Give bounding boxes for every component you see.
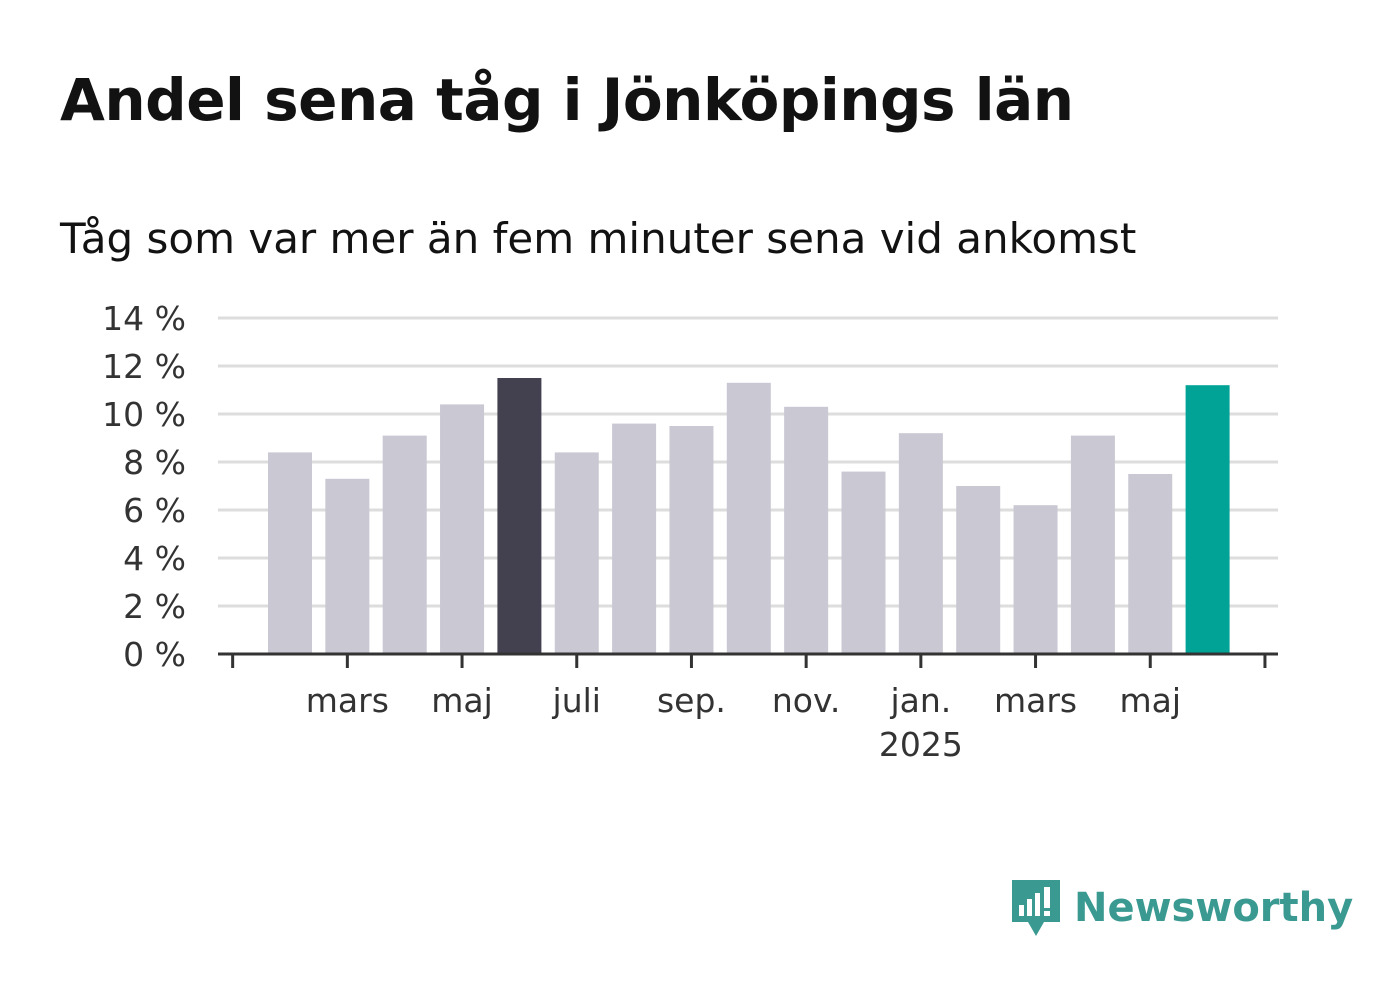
x-tick-label: mars [306, 681, 389, 720]
bar [382, 435, 427, 654]
brand-name: Newsworthy [1074, 885, 1354, 931]
x-tick-label: sep. [657, 681, 726, 720]
bar [325, 478, 370, 654]
bar [268, 452, 312, 654]
y-tick-label: 4 % [123, 539, 186, 578]
x-tick-label: maj [431, 681, 493, 720]
bar-chart: 0 % 2 % 4 % 6 % 8 % 10 % 12 % 14 % mars maj juli se… [102, 299, 1278, 764]
newsworthy-logo-icon [1012, 880, 1060, 936]
bar [1185, 385, 1230, 654]
chart-subtitle: Tåg som var mer än fem minuter sena vid … [60, 214, 1137, 263]
bar [1013, 505, 1058, 654]
y-tick-label: 10 % [102, 395, 186, 434]
bar [497, 378, 542, 654]
chart-title: Andel sena tåg i Jönköpings län [60, 66, 1074, 134]
bar [956, 486, 1001, 654]
x-tick-label: juli [552, 681, 601, 720]
y-tick-label: 14 % [102, 299, 186, 338]
x-tick-label: nov. [772, 681, 841, 720]
x-tick-label: mars [994, 681, 1077, 720]
newsworthy-logo: Newsworthy [1010, 878, 1353, 938]
y-tick-label: 2 % [123, 587, 186, 626]
bar [554, 452, 599, 654]
y-tick-label: 8 % [123, 443, 186, 482]
bar [841, 471, 886, 654]
x-tick-year-label: 2025 [879, 725, 963, 764]
y-tick-label: 12 % [102, 347, 186, 386]
bar [669, 426, 714, 654]
bar [440, 404, 485, 654]
x-tick-label: maj [1119, 681, 1181, 720]
bar [784, 406, 829, 654]
bar [726, 382, 771, 654]
bar [898, 433, 943, 654]
y-tick-label: 0 % [123, 635, 186, 674]
bar [1070, 435, 1115, 654]
y-tick-label: 6 % [123, 491, 186, 530]
bar [612, 423, 657, 654]
x-tick-label: jan. [889, 681, 951, 720]
bar [1128, 474, 1173, 654]
